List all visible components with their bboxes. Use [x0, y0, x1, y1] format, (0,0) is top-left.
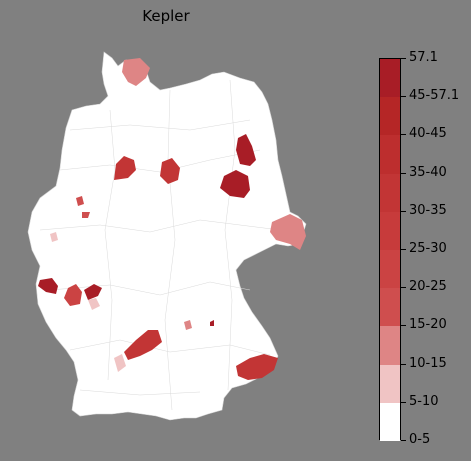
colorbar-tick	[401, 134, 406, 135]
legend-colorbar	[379, 58, 401, 441]
colorbar-tick-label: 40-45	[409, 126, 447, 141]
region-berlin-south	[220, 170, 250, 198]
colorbar-segment	[380, 402, 400, 441]
colorbar-tick-label: 25-30	[409, 241, 447, 256]
colorbar-segment	[380, 326, 400, 365]
colorbar-tick-label: 35-40	[409, 165, 447, 180]
region-hannover	[160, 158, 180, 184]
colorbar-tick	[401, 173, 406, 174]
colorbar-segment	[380, 59, 400, 98]
region-frankfurt	[84, 284, 102, 300]
colorbar-segment	[380, 211, 400, 250]
colorbar-tick	[401, 211, 406, 212]
colorbar-tick	[401, 364, 406, 365]
region-nuremberg-west	[124, 330, 162, 360]
colorbar-tick-label: 45-57.1	[409, 88, 460, 103]
region-goerlitz-east	[270, 214, 306, 250]
region-passau	[236, 354, 278, 380]
colorbar-tick	[401, 402, 406, 403]
colorbar-tick-label: 15-20	[409, 317, 447, 332]
colorbar-tick	[401, 58, 406, 59]
region-small-dark	[210, 320, 214, 326]
region-stuttgart-west	[114, 354, 126, 372]
region-muenster-small	[76, 196, 84, 206]
colorbar-tick	[401, 287, 406, 288]
colorbar-segment	[380, 173, 400, 212]
colorbar-tick-label: 30-35	[409, 203, 447, 218]
region-mainz	[64, 284, 82, 306]
colorbar-segment	[380, 250, 400, 289]
colorbar-segment	[380, 364, 400, 403]
colorbar-tick	[401, 440, 406, 441]
colorbar-tick	[401, 96, 406, 97]
district-borders	[39, 79, 281, 411]
map-title: Kepler	[142, 7, 190, 25]
region-mecklenburg-east	[236, 134, 256, 166]
region-cologne-pale	[50, 232, 58, 242]
colorbar-segment	[380, 288, 400, 327]
colorbar-tick-label: 20-25	[409, 279, 447, 294]
colorbar-tick	[401, 325, 406, 326]
region-kassel-small	[82, 212, 90, 218]
colorbar-tick-label: 57.1	[409, 50, 438, 65]
colorbar-tick	[401, 249, 406, 250]
region-schleswig-north	[122, 58, 150, 86]
region-osnabrueck	[114, 156, 136, 180]
region-regensburg-small	[184, 320, 192, 330]
colorbar-segment	[380, 135, 400, 174]
colorbar-tick-label: 10-15	[409, 356, 447, 371]
colorbar-segment	[380, 97, 400, 136]
colorbar-tick-label: 0-5	[409, 432, 431, 447]
highlighted-districts	[38, 58, 306, 380]
germany-outline	[27, 51, 307, 421]
region-pale-west	[88, 298, 100, 310]
region-trier	[38, 278, 58, 294]
colorbar-tick-label: 5-10	[409, 394, 439, 409]
